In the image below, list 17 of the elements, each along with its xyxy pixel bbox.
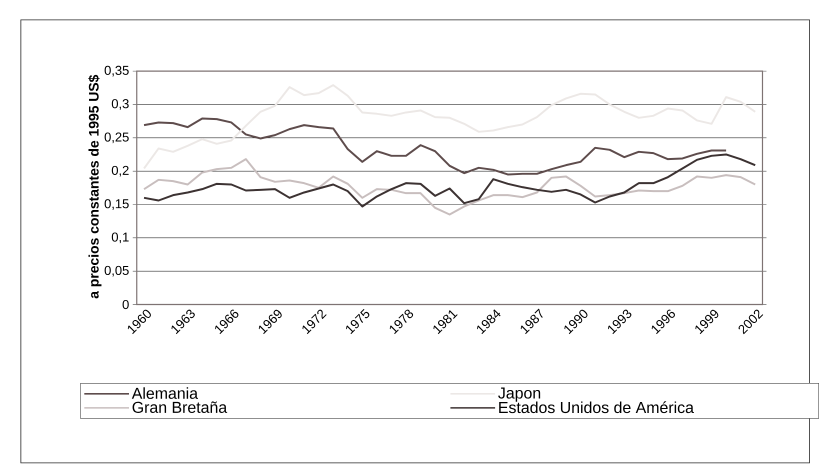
legend-label: Alemania <box>132 387 198 400</box>
y-tick-label: 0,35 <box>104 66 129 77</box>
legend-label: Japon <box>498 388 540 402</box>
y-tick-label: 0 <box>122 300 129 310</box>
legend-label: Gran Bretaña <box>132 402 228 414</box>
line-series <box>143 154 756 208</box>
y-tick-label: 0,1 <box>112 232 129 244</box>
y-tick-label: 0,15 <box>104 199 129 210</box>
legend-label: Estados Unidos de América <box>499 401 694 414</box>
y-tick-label: 0,2 <box>112 166 129 177</box>
y-tick-label: 0,25 <box>104 132 129 144</box>
line-series <box>143 118 728 176</box>
y-tick-label: 0,05 <box>104 266 129 277</box>
y-tick-label: 0,3 <box>112 99 129 110</box>
y-axis-title: a precios constantes de 1995 US$ <box>88 74 102 298</box>
line-series <box>143 158 756 216</box>
line-series <box>143 84 756 170</box>
